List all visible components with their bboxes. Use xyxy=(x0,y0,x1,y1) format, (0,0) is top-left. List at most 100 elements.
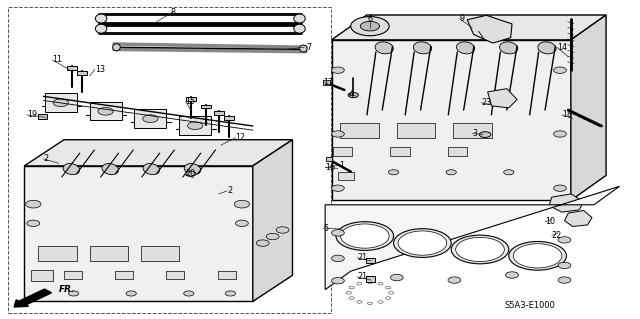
Circle shape xyxy=(506,272,518,278)
Circle shape xyxy=(558,262,571,269)
Bar xyxy=(38,114,47,119)
Text: 4: 4 xyxy=(349,90,354,99)
Bar xyxy=(141,246,179,261)
Bar xyxy=(8,7,331,313)
Ellipse shape xyxy=(294,14,305,23)
Circle shape xyxy=(186,171,196,176)
Polygon shape xyxy=(45,93,77,112)
Text: 22: 22 xyxy=(552,231,562,240)
Polygon shape xyxy=(24,166,253,301)
Text: 21: 21 xyxy=(357,272,367,281)
Circle shape xyxy=(558,237,571,243)
Circle shape xyxy=(332,185,344,191)
Bar xyxy=(166,271,184,279)
Polygon shape xyxy=(332,40,571,200)
Text: 8: 8 xyxy=(170,8,175,17)
Ellipse shape xyxy=(113,44,120,51)
Text: 5: 5 xyxy=(323,224,328,233)
Circle shape xyxy=(332,131,344,137)
Text: 17: 17 xyxy=(323,78,333,87)
Bar xyxy=(366,276,375,282)
Text: 19: 19 xyxy=(27,110,37,119)
Circle shape xyxy=(332,278,344,284)
Text: 18: 18 xyxy=(562,110,572,119)
Circle shape xyxy=(236,220,248,226)
Circle shape xyxy=(348,93,358,98)
Ellipse shape xyxy=(95,24,107,33)
Text: 7: 7 xyxy=(306,43,311,52)
Polygon shape xyxy=(467,15,512,43)
Polygon shape xyxy=(179,116,211,135)
Circle shape xyxy=(266,234,279,240)
Circle shape xyxy=(184,291,194,296)
Circle shape xyxy=(448,277,461,283)
Circle shape xyxy=(554,67,566,73)
Ellipse shape xyxy=(538,42,556,54)
Bar xyxy=(326,157,332,161)
Text: 16: 16 xyxy=(325,163,335,172)
Ellipse shape xyxy=(294,24,305,33)
Polygon shape xyxy=(134,109,166,128)
Bar xyxy=(224,116,234,120)
Circle shape xyxy=(509,241,566,270)
Text: 23: 23 xyxy=(481,98,492,107)
Ellipse shape xyxy=(300,45,307,52)
Circle shape xyxy=(336,222,394,250)
Circle shape xyxy=(351,17,389,36)
Bar xyxy=(366,258,375,263)
Polygon shape xyxy=(564,211,592,226)
Bar xyxy=(67,66,77,70)
Bar xyxy=(338,172,354,180)
Ellipse shape xyxy=(500,42,518,54)
Text: 14: 14 xyxy=(557,43,567,52)
Polygon shape xyxy=(253,140,292,301)
Bar xyxy=(218,271,236,279)
Ellipse shape xyxy=(102,164,118,174)
Circle shape xyxy=(53,99,68,107)
Text: 15: 15 xyxy=(186,97,196,106)
Text: 13: 13 xyxy=(95,65,105,74)
Bar xyxy=(448,147,467,156)
Text: 1: 1 xyxy=(339,161,344,170)
Bar xyxy=(77,71,87,75)
Circle shape xyxy=(340,224,389,248)
Circle shape xyxy=(276,227,289,233)
Text: 20: 20 xyxy=(186,169,196,178)
Circle shape xyxy=(451,235,509,264)
Bar xyxy=(90,246,128,261)
Circle shape xyxy=(554,185,566,191)
Bar xyxy=(115,271,133,279)
Circle shape xyxy=(225,291,236,296)
Circle shape xyxy=(26,200,41,208)
Ellipse shape xyxy=(184,164,201,174)
Text: 2: 2 xyxy=(44,154,49,163)
Bar xyxy=(340,123,379,138)
Circle shape xyxy=(257,240,269,246)
Text: FR.: FR. xyxy=(59,285,76,293)
Circle shape xyxy=(390,274,403,281)
Ellipse shape xyxy=(413,42,431,54)
Polygon shape xyxy=(488,89,517,108)
Text: 10: 10 xyxy=(545,217,556,226)
Ellipse shape xyxy=(95,14,107,23)
Polygon shape xyxy=(24,140,292,166)
Polygon shape xyxy=(332,15,606,40)
Ellipse shape xyxy=(456,42,475,54)
Bar xyxy=(38,246,77,261)
Text: S5A3-E1000: S5A3-E1000 xyxy=(504,301,555,310)
Bar xyxy=(333,147,352,156)
Polygon shape xyxy=(90,102,122,120)
Bar xyxy=(214,111,224,115)
Ellipse shape xyxy=(143,164,159,174)
Bar xyxy=(323,80,330,85)
Bar xyxy=(201,105,211,108)
Circle shape xyxy=(98,108,113,115)
Bar xyxy=(390,147,410,156)
Circle shape xyxy=(126,291,136,296)
Circle shape xyxy=(446,170,456,175)
Text: 2: 2 xyxy=(227,186,232,195)
Text: 3: 3 xyxy=(472,129,477,138)
Circle shape xyxy=(398,231,447,255)
Circle shape xyxy=(234,200,250,208)
Circle shape xyxy=(479,132,491,137)
